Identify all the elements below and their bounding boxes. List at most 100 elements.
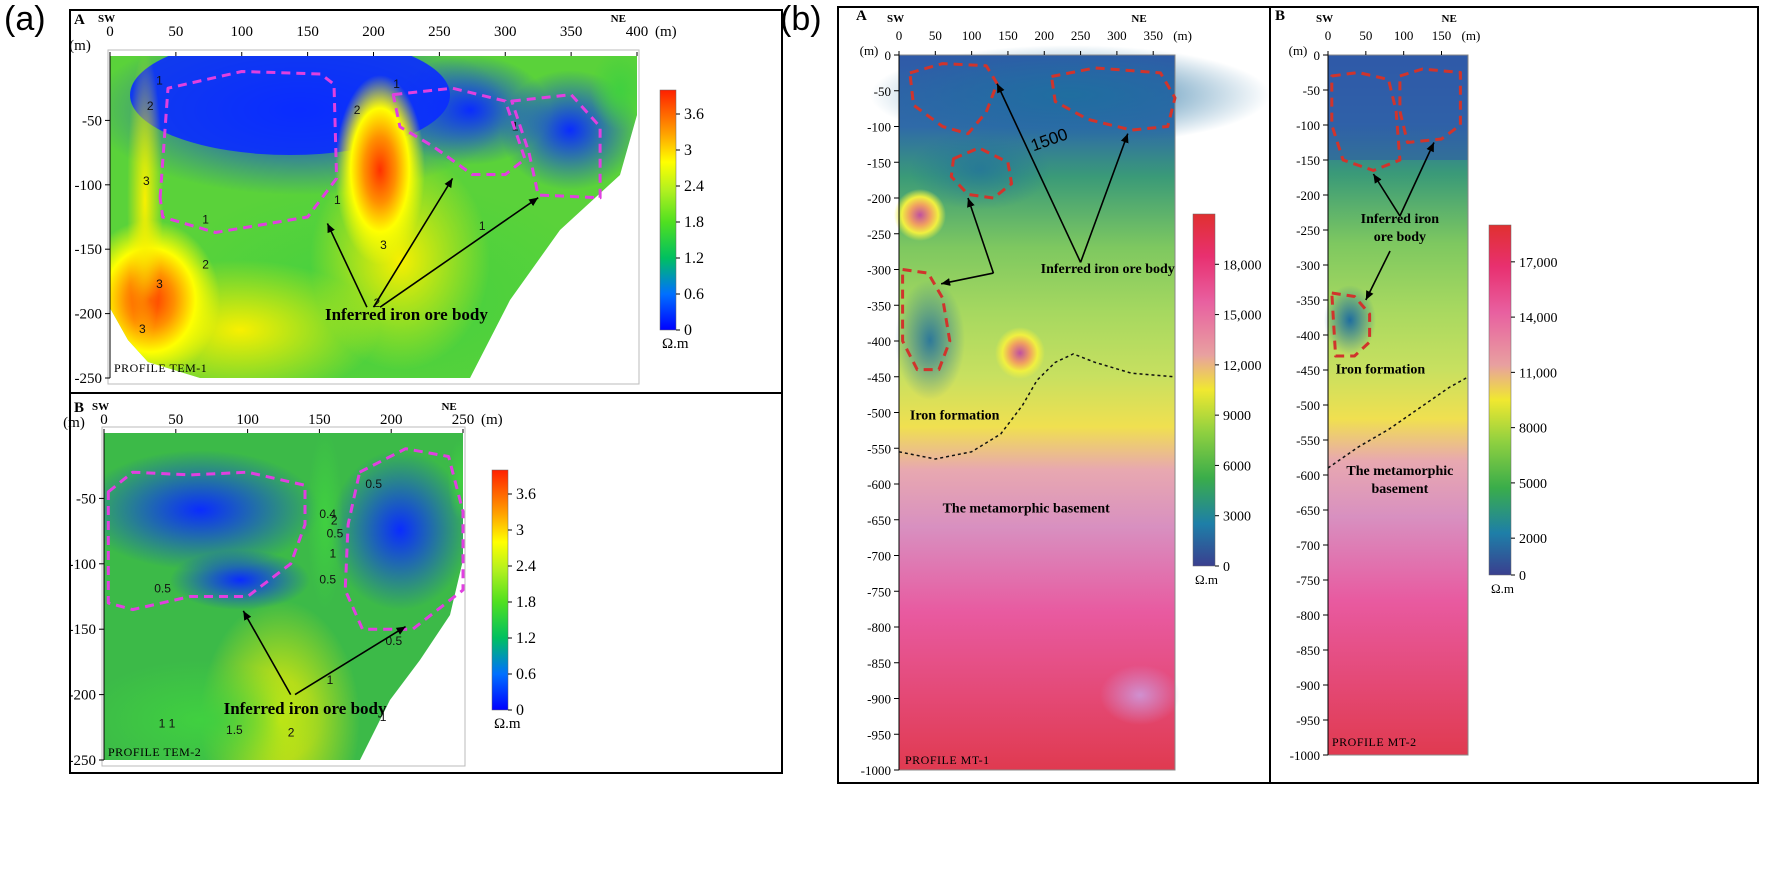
mt1-colorbar-tick-label: 15,000 <box>1223 309 1262 324</box>
mt1-x-tick-label: 50 <box>929 28 942 43</box>
mt1-colorbar-tick-label: 9000 <box>1223 409 1251 424</box>
mt2-colorbar <box>1488 224 1512 576</box>
tem1-contour-label: 2 <box>202 258 209 272</box>
mt1-y-tick-label: -750 <box>867 584 891 599</box>
mt1-subpanel-label: A <box>856 8 867 24</box>
tem2-colorbar-tick-label: 3.6 <box>516 486 536 503</box>
mt2-y-tick-label: -300 <box>1296 258 1320 273</box>
tem2-arrow <box>242 610 292 695</box>
mt1-y-tick-label: -150 <box>867 155 891 170</box>
mt1-arrow <box>1079 133 1129 263</box>
tem2-y-tick-label: -100 <box>69 557 97 573</box>
mt1-arrow <box>967 197 995 274</box>
mt2-y-tick-label: -750 <box>1296 573 1320 588</box>
mt1-x-tick-label: 0 <box>896 28 903 43</box>
mt2-field <box>1324 55 1468 755</box>
tem2-colorbar <box>491 469 509 711</box>
tem1-subpanel-label: A <box>74 12 85 28</box>
mt2-colorbar-tick-label: 0 <box>1519 569 1526 584</box>
tem1-ore-body-outline <box>510 93 602 200</box>
mt2-basement-boundary <box>1327 376 1469 469</box>
tem2-ore-body-outline <box>343 447 465 631</box>
tem2-contour-label: 1 <box>327 673 334 687</box>
tem1-arrow <box>326 223 368 308</box>
tem1-x-tick-label: 200 <box>362 24 385 40</box>
mt2-x-tick-label: 50 <box>1359 28 1372 43</box>
mt1-profile-label: PROFILE MT-1 <box>905 753 990 767</box>
mt1-basement-boundary <box>898 353 1176 460</box>
mt1-arrow <box>996 83 1082 263</box>
tem1-y-tick-label: -200 <box>75 307 103 323</box>
panel-label-b: (b) <box>780 0 822 38</box>
mt2-y-tick-label: -650 <box>1296 503 1320 518</box>
tem2-colorbar-tick-label: 0.6 <box>516 666 536 683</box>
mt1-colorbar-tick-label: 3000 <box>1223 510 1251 525</box>
tem2-contour-label: 0.5 <box>365 477 382 491</box>
tem2-contour-label: 1 <box>329 546 336 560</box>
mt1-colorbar-tick-label: 0 <box>1223 560 1230 575</box>
tem2-x-tick-label: 50 <box>168 412 183 428</box>
tem1-chart: A SW NE 0 50 100 150 200 250 300 350 400 (m) (m) -50 -1… <box>69 12 704 387</box>
tem2-y-unit: (m) <box>63 415 85 431</box>
mt2-colorbar-tick-label: 14,000 <box>1519 311 1558 326</box>
mt1-formation-label: Iron formation <box>910 409 1000 424</box>
tem1-ore-body-outline <box>391 86 527 176</box>
tem2-colorbar-tick-label: 3 <box>516 522 524 539</box>
mt2-arrow <box>1365 250 1391 301</box>
tem2-contour-label: 0.5 <box>319 572 336 586</box>
tem2-contour-label: 0.4 <box>319 507 336 521</box>
mt1-y-tick-label: -500 <box>867 406 891 421</box>
mt1-annotation-line: Inferred iron ore body <box>1041 262 1175 277</box>
tem1-x-unit: (m) <box>655 24 677 40</box>
tem1-contour-label: 3 <box>380 238 387 252</box>
mt2-dir-right: NE <box>1442 13 1457 25</box>
tem1-colorbar-tick-label: 0.6 <box>684 286 704 303</box>
tem2-y-tick-label: -250 <box>69 753 97 769</box>
mt1-basement-label: The metamorphic basement <box>943 502 1111 517</box>
mt2-colorbar-tick-label: 8000 <box>1519 422 1547 437</box>
tem1-colorbar-unit: Ω.m <box>662 336 689 352</box>
mt1-y-tick-label: -800 <box>867 620 891 635</box>
mt1-x-tick-label: 200 <box>1035 28 1055 43</box>
mt1-ore-body-outline <box>901 268 952 372</box>
tem1-x-tick-label: 300 <box>494 24 517 40</box>
tem2-contour-label: 1 <box>380 710 387 724</box>
mt2-y-tick-label: -800 <box>1296 608 1320 623</box>
mt2-ore-body-outline <box>1398 67 1462 144</box>
mt2-basement-label-line: basement <box>1372 482 1429 497</box>
tem1-contour-label: 1 <box>156 73 163 87</box>
mt1-x-unit: (m) <box>1173 28 1192 43</box>
mt2-y-tick-label: -100 <box>1296 118 1320 133</box>
tem1-colorbar-tick-label: 1.2 <box>684 250 704 267</box>
mt1-x-tick-label: 300 <box>1107 28 1127 43</box>
mt2-colorbar-tick-label: 17,000 <box>1519 256 1558 271</box>
tem1-contour-label: 3 <box>143 174 150 188</box>
tem2-colorbar-tick-label: 2.4 <box>516 558 536 575</box>
mt1-y-tick-label: -950 <box>867 727 891 742</box>
tem1-dir-right: NE <box>611 13 626 25</box>
mt1-y-tick-label: -250 <box>867 227 891 242</box>
tem1-x-tick-label: 350 <box>560 24 583 40</box>
tem1-y-tick-label: -100 <box>75 178 103 194</box>
tem1-colorbar-tick-label: 1.8 <box>684 214 704 231</box>
mt1-ore-body-outline <box>1050 66 1177 132</box>
tem1-dir-left: SW <box>98 13 115 25</box>
mt2-y-tick-label: -900 <box>1296 678 1320 693</box>
tem2-contour-label: 0.5 <box>327 527 344 541</box>
mt2-x-tick-label: 100 <box>1394 28 1414 43</box>
tem2-x-tick-label: 200 <box>380 412 403 428</box>
tem1-arrow <box>372 177 454 308</box>
mt1-colorbar-tick-label: 6000 <box>1223 459 1251 474</box>
frame-b <box>837 6 1759 784</box>
tem2-profile-label: PROFILE TEM-2 <box>108 745 201 759</box>
mt1-dir-left: SW <box>887 13 904 25</box>
tem2-contour-label: 1.5 <box>226 723 243 737</box>
tem1-ore-body-outline <box>158 70 339 234</box>
tem2-contour-label: 1 1 <box>159 716 176 730</box>
mt1-dir-right: NE <box>1131 13 1146 25</box>
mt2-chart: B SW NE 0 50 100 150 (m) (m) 0 -50 -100 -150 -200 -250… <box>1275 8 1558 763</box>
mt2-basement-label-line: The metamorphic <box>1346 464 1453 479</box>
mt2-colorbar-tick-label: 11,000 <box>1519 366 1557 381</box>
mt1-basement-label-line: The metamorphic basement <box>943 502 1111 517</box>
mt2-y-tick-label: -450 <box>1296 363 1320 378</box>
